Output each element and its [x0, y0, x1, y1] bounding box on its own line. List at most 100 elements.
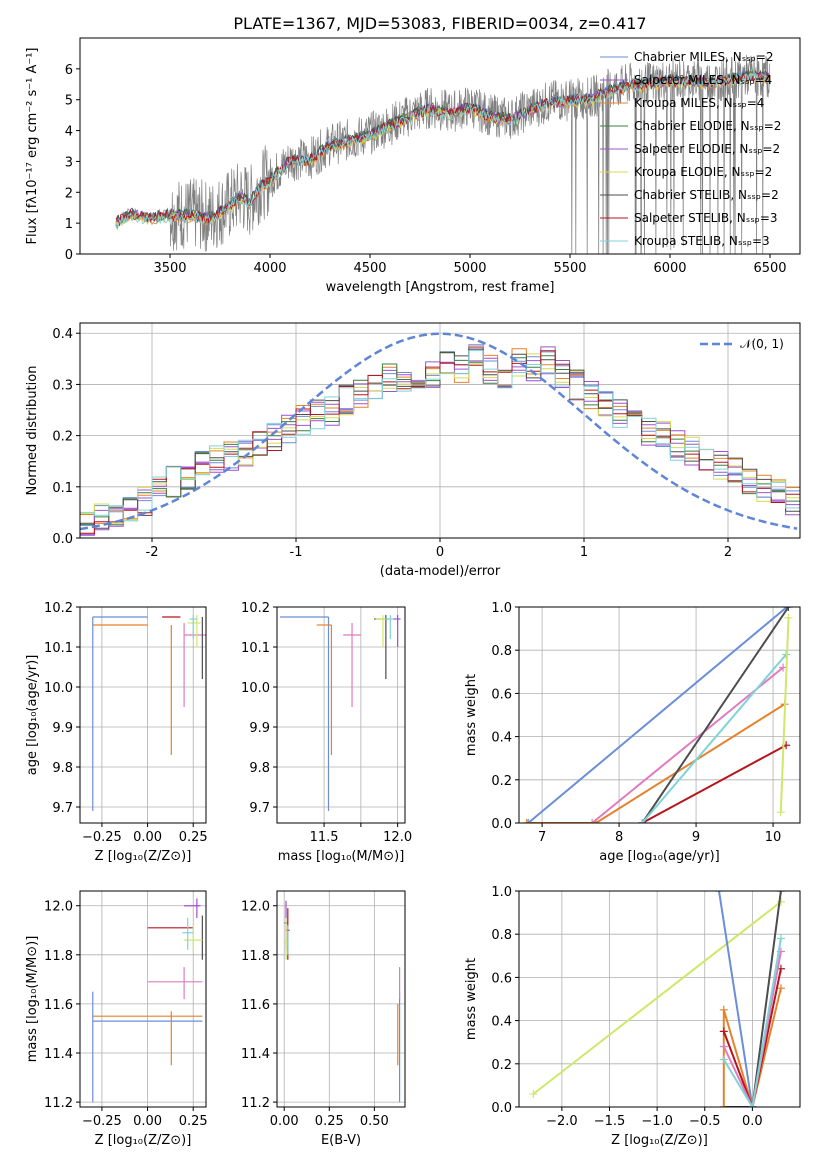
y-tick-label: 3 [65, 155, 73, 170]
y-tick-label: 0.0 [491, 817, 512, 832]
weight-marker [719, 1055, 728, 1064]
x-tick-label: 4500 [353, 261, 386, 276]
weight-marker [784, 607, 793, 611]
axes-frame [79, 606, 207, 824]
legend-label: Salpeter ELODIE, Nₛₛₚ=2 [634, 142, 780, 156]
axes-frame [276, 890, 406, 1108]
x-tick-label: 4000 [253, 261, 286, 276]
weight-line [532, 901, 782, 1095]
weight-marker [529, 1090, 538, 1099]
x-tick-label: 9 [692, 830, 700, 845]
legend-label: Salpeter STELIB, Nₛₛₚ=3 [634, 211, 778, 225]
y-tick-label: 10.1 [241, 641, 270, 656]
y-tick-label: 6 [65, 63, 73, 78]
x-axis-label: Z [log₁₀(Z/Z⊙)] [95, 1133, 192, 1148]
y-tick-label: 0.8 [491, 644, 512, 659]
weight-line [723, 891, 782, 1107]
x-tick-label: 1 [580, 545, 588, 560]
y-tick-label: 11.8 [241, 949, 270, 964]
weight-line [527, 607, 788, 823]
x-tick-label: −0.25 [82, 1114, 122, 1129]
x-tick-label: 0 [436, 545, 444, 560]
x-tick-label: 0.0 [742, 1114, 763, 1129]
y-tick-label: 2 [65, 186, 73, 201]
figure-title: PLATE=1367, MJD=53083, FIBERID=0034, z=0… [233, 14, 646, 33]
y-tick-label: 11.8 [44, 949, 73, 964]
legend-label: Kroupa STELIB, Nₛₛₚ=3 [634, 234, 770, 248]
x-tick-label: 3500 [153, 261, 186, 276]
histogram-line [80, 350, 800, 538]
y-tick-label: 9.9 [249, 721, 270, 736]
x-tick-label: 0.25 [179, 1114, 208, 1129]
plot-area [284, 900, 401, 1103]
weight-marker [588, 819, 597, 823]
weight-marker [748, 1103, 757, 1107]
weight-marker [524, 819, 533, 823]
y-axis-label: mass [log₁₀(M/M⊙)] [25, 936, 40, 1063]
y-tick-label: 0.6 [491, 971, 512, 986]
y-tick-label: 0.1 [52, 481, 73, 496]
y-tick-label: 0.2 [52, 430, 73, 445]
y-tick-label: 10.2 [241, 601, 270, 616]
y-axis-label: Flux [fλ10⁻¹⁷ erg cm⁻² s⁻¹ A⁻¹] [25, 48, 40, 245]
weight-marker [591, 819, 600, 823]
y-tick-label: 11.4 [44, 1047, 73, 1062]
weight-line [779, 617, 790, 813]
y-tick-label: 9.8 [249, 761, 270, 776]
x-axis-label: age [log₁₀(age/yr)] [599, 849, 720, 864]
y-tick-label: 0 [65, 248, 73, 263]
y-tick-label: 0.2 [491, 774, 512, 789]
x-tick-label: 5500 [553, 261, 586, 276]
y-tick-label: 11.2 [44, 1096, 73, 1111]
weight-line [641, 607, 790, 823]
x-tick-label: −0.25 [82, 830, 122, 845]
legend-label: Chabrier STELIB, Nₛₛₚ=2 [634, 188, 779, 202]
x-axis-label: wavelength [Angstrom, rest frame] [326, 280, 555, 295]
weight-marker [784, 613, 793, 622]
x-axis-label: mass [log₁₀(M/M⊙)] [278, 849, 405, 864]
x-tick-label: 0.25 [315, 1114, 344, 1129]
x-tick-label: −1.0 [641, 1114, 673, 1129]
y-tick-label: 11.2 [241, 1096, 270, 1111]
model-line [115, 71, 771, 228]
x-tick-label: 6500 [753, 261, 786, 276]
histogram-line [80, 350, 800, 538]
plot-area [522, 607, 793, 823]
x-tick-label: 0.25 [179, 830, 208, 845]
y-tick-label: 9.7 [52, 801, 73, 816]
axes-frame [518, 606, 801, 824]
x-tick-label: −1.5 [594, 1114, 626, 1129]
plot-area [92, 615, 206, 811]
x-tick-label: -1 [290, 545, 303, 560]
model-line [115, 72, 771, 226]
weight-line [641, 653, 787, 823]
x-tick-label: 8 [615, 830, 623, 845]
y-tick-label: 12.0 [241, 900, 270, 915]
weight-line [641, 744, 787, 823]
x-tick-label: 0.00 [270, 1114, 299, 1129]
y-axis-label: mass weight [464, 674, 479, 756]
weight-marker [719, 1103, 728, 1107]
plot-area [279, 615, 401, 811]
x-axis-label: Z [log₁₀(Z/Z⊙)] [611, 1133, 708, 1148]
y-tick-label: 4 [65, 125, 73, 140]
x-tick-label: −0.5 [689, 1114, 721, 1129]
weight-line [722, 968, 782, 1107]
x-tick-label: 12.0 [383, 830, 412, 845]
y-tick-label: 10.0 [241, 681, 270, 696]
y-tick-label: 10.2 [44, 601, 73, 616]
y-tick-label: 0.3 [52, 378, 73, 393]
weight-marker [715, 891, 724, 895]
x-tick-label: 11.5 [310, 830, 339, 845]
x-axis-label: (data-model)/error [380, 564, 501, 579]
axes-frame [79, 322, 801, 539]
x-axis-label: Z [log₁₀(Z/Z⊙)] [95, 849, 192, 864]
y-tick-label: 11.6 [241, 998, 270, 1013]
x-axis-label: E(B-V) [321, 1133, 361, 1148]
y-tick-label: 0.2 [491, 1058, 512, 1073]
x-tick-label: -2 [146, 545, 159, 560]
y-tick-label: 11.4 [241, 1047, 270, 1062]
weight-marker [719, 1005, 728, 1014]
y-tick-label: 11.6 [44, 998, 73, 1013]
